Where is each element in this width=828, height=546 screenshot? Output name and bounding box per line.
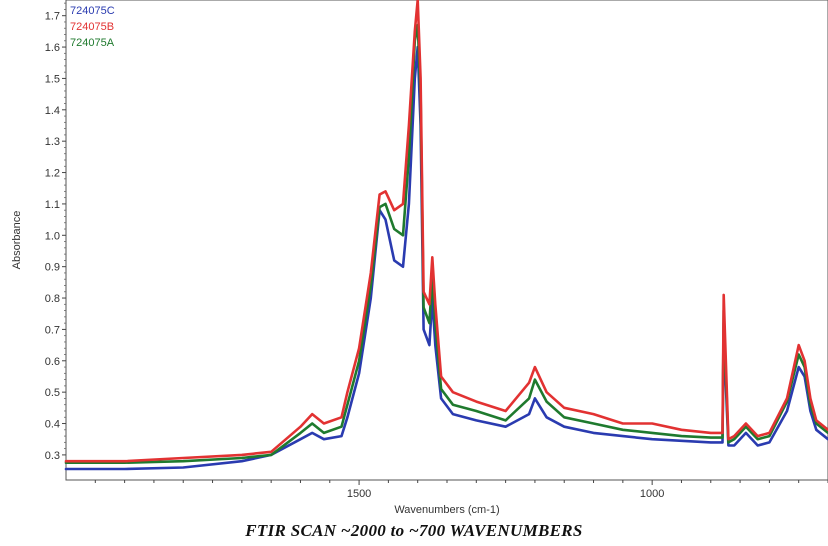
y-tick-label: 1.5 (45, 73, 60, 85)
y-tick-label: 0.9 (45, 262, 60, 274)
legend-entry-724075B: 724075B (70, 21, 114, 33)
y-tick-label: 1.6 (45, 42, 60, 54)
x-tick-label: 1500 (347, 488, 371, 500)
series-layer (64, 0, 828, 471)
y-tick-label: 0.6 (45, 356, 60, 368)
y-axis-title: Absorbance (11, 211, 23, 270)
y-tick-label: 0.5 (45, 387, 60, 399)
figure-caption: FTIR SCAN ~2000 to ~700 WAVENUMBERS (245, 521, 583, 540)
x-axis-title: Wavenumbers (cm-1) (394, 504, 499, 516)
y-tick-label: 1.2 (45, 168, 60, 180)
series-line-724075A (64, 23, 828, 465)
y-tick-label: 0.8 (45, 293, 60, 305)
y-tick-label: 1.1 (45, 199, 60, 211)
y-tick-label: 1.7 (45, 11, 60, 23)
y-tick-label: 0.7 (45, 324, 60, 336)
series-line-724075B (64, 0, 828, 463)
legend: 724075C 724075B 724075A (70, 5, 115, 49)
y-tick-label: 1.4 (45, 105, 60, 117)
y-tick-label: 1.0 (45, 230, 60, 242)
x-tick-label: 1000 (640, 488, 664, 500)
legend-entry-724075A: 724075A (70, 37, 115, 49)
legend-entry-724075C: 724075C (70, 5, 115, 17)
y-tick-label: 1.3 (45, 136, 60, 148)
series-line-724075C (64, 45, 828, 471)
y-tick-label: 0.4 (45, 419, 60, 431)
y-axis: 0.3 0.4 0.5 0.6 0.7 0.8 0.9 1.0 1.1 1.2 1.3 1.4 1.5 1… (45, 2, 66, 462)
y-tick-label: 0.3 (45, 450, 60, 462)
x-axis: 1500 1000 (94, 480, 828, 500)
